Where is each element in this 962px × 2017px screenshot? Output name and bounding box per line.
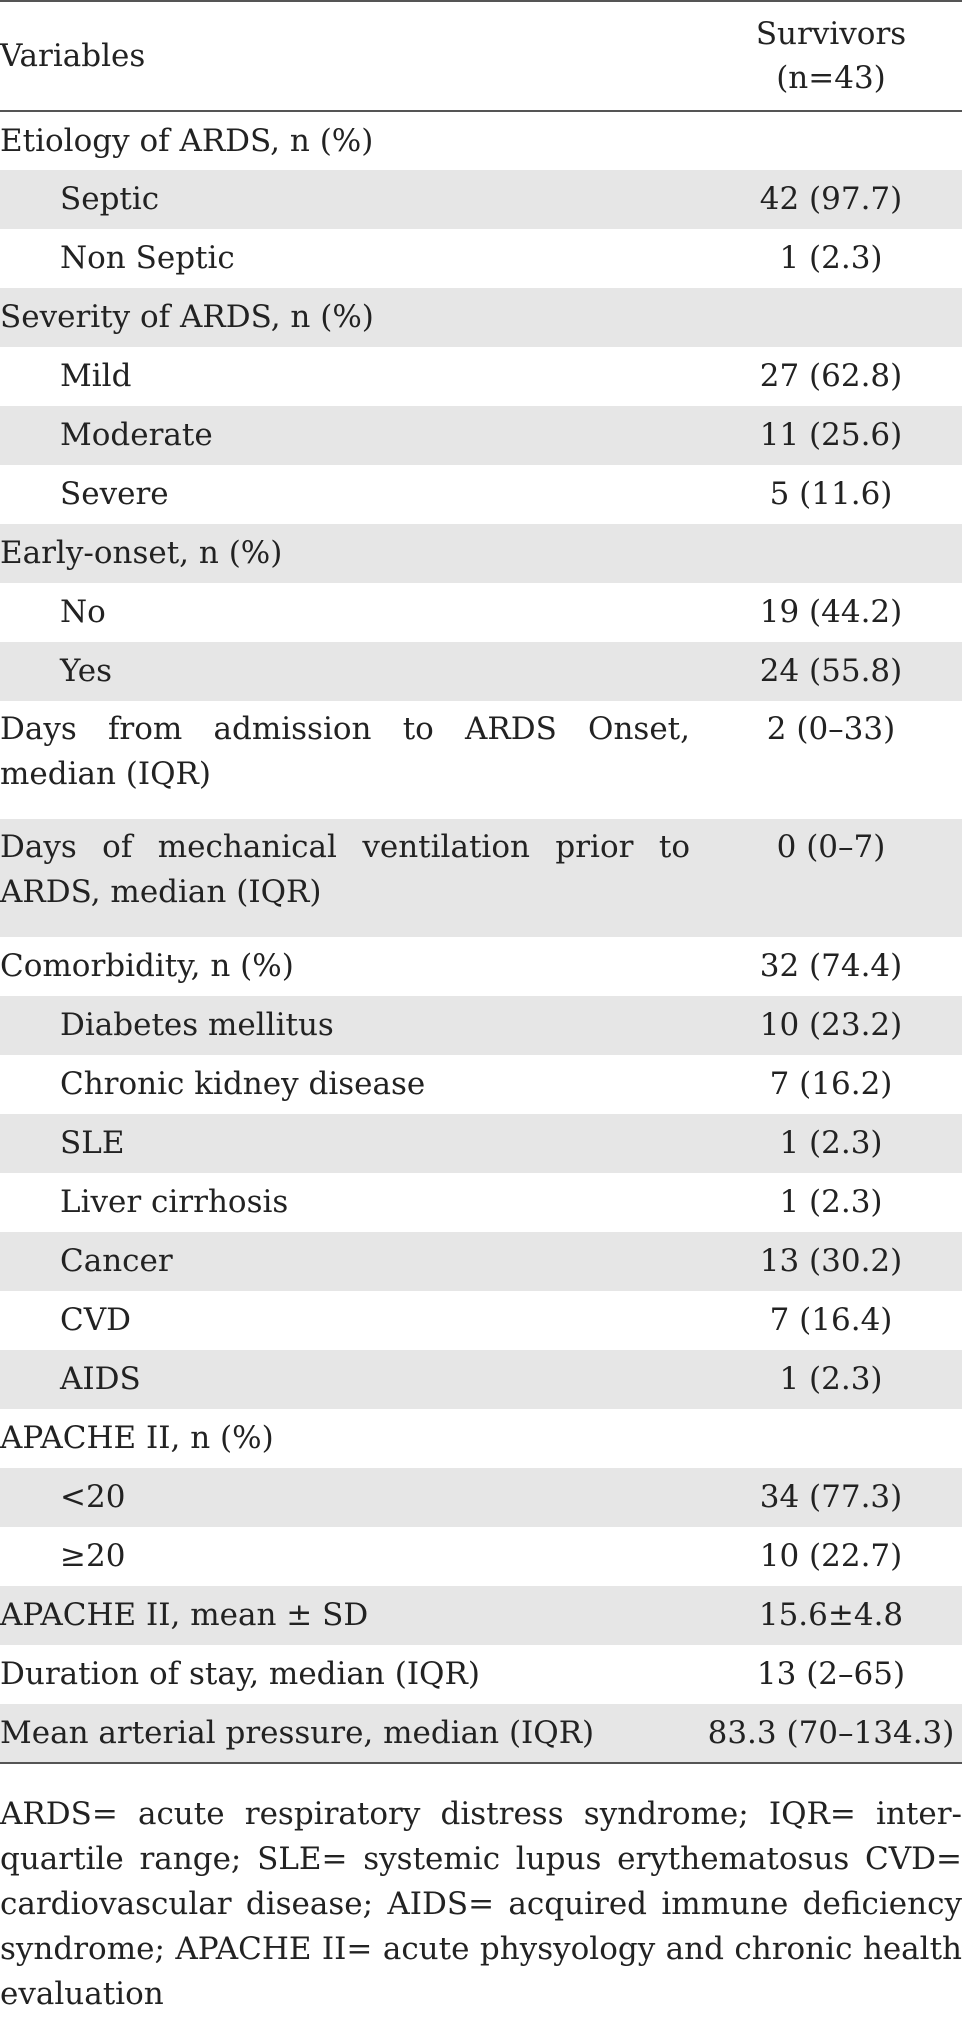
table-row: Mean arterial pressure, median (IQR) 83.… [0, 1704, 962, 1763]
row-value: 10 (23.2) [759, 1007, 903, 1043]
row-value: 34 (77.3) [759, 1479, 903, 1515]
row-value: 1 (2.3) [779, 240, 883, 276]
table-row: Early-onset, n (%) [0, 524, 962, 583]
row-label: Septic [60, 181, 160, 217]
row-value: 7 (16.4) [769, 1302, 893, 1338]
row-label: Chronic kidney disease [60, 1066, 426, 1102]
row-value: 10 (22.7) [759, 1538, 903, 1574]
table-row: CVD 7 (16.4) [0, 1291, 962, 1350]
row-label: AIDS [60, 1361, 141, 1397]
table-row: Etiology of ARDS, n (%) [0, 111, 962, 170]
row-value: 42 (97.7) [759, 181, 903, 217]
row-value: 1 (2.3) [779, 1125, 883, 1161]
table-row: Severe 5 (11.6) [0, 465, 962, 524]
row-label: APACHE II, mean ± SD [0, 1597, 369, 1633]
table-row: Chronic kidney disease 7 (16.2) [0, 1055, 962, 1114]
row-label: Non Septic [60, 240, 235, 276]
row-value: 32 (74.4) [759, 948, 903, 984]
table-row: ≥20 10 (22.7) [0, 1527, 962, 1586]
table-row: No 19 (44.2) [0, 583, 962, 642]
table-row: Severity of ARDS, n (%) [0, 288, 962, 347]
row-label: Mild [60, 358, 132, 394]
row-value: 15.6±4.8 [758, 1597, 904, 1633]
header-survivors: Survivors (n=43) [700, 1, 962, 111]
row-label: Days of mechanical ventilation prior to … [0, 829, 690, 910]
row-label: APACHE II, n (%) [0, 1420, 274, 1456]
row-label: Severity of ARDS, n (%) [0, 299, 374, 335]
row-value: 11 (25.6) [759, 417, 903, 453]
table-row: Yes 24 (55.8) [0, 642, 962, 701]
row-label: Mean arterial pressure, median (IQR) [0, 1714, 595, 1751]
row-label: Liver cirrhosis [60, 1184, 289, 1220]
row-value [700, 288, 962, 347]
row-value: 0 (0–7) [776, 829, 886, 865]
row-value: 1 (2.3) [779, 1361, 883, 1397]
row-label: Duration of stay, median (IQR) [0, 1656, 480, 1692]
row-value [700, 524, 962, 583]
survivors-table: Variables Survivors (n=43) Etiology of A… [0, 0, 962, 1763]
row-value: 1 (2.3) [779, 1184, 883, 1220]
data-table-container: Variables Survivors (n=43) Etiology of A… [0, 0, 962, 1763]
row-value: 83.3 (70–134.3) [707, 1714, 955, 1751]
table-row: APACHE II, mean ± SD 15.6±4.8 [0, 1586, 962, 1645]
table-row: Non Septic 1 (2.3) [0, 229, 962, 288]
row-label: Severe [60, 476, 169, 512]
table-row: Diabetes mellitus 10 (23.2) [0, 996, 962, 1055]
header-variables: Variables [0, 37, 146, 74]
table-row: Days of mechanical ventilation prior to … [0, 819, 962, 937]
row-value: 2 (0–33) [766, 711, 896, 747]
row-label: Etiology of ARDS, n (%) [0, 122, 374, 159]
table-row: Comorbidity, n (%) 32 (74.4) [0, 937, 962, 996]
row-label: Yes [60, 653, 113, 689]
table-footnote: ARDS= acute respiratory distress syndrom… [0, 1796, 962, 2012]
row-label: Cancer [60, 1243, 173, 1279]
table-row: SLE 1 (2.3) [0, 1114, 962, 1173]
row-value [700, 111, 962, 170]
row-value: 13 (30.2) [759, 1243, 903, 1279]
row-value: 7 (16.2) [769, 1066, 893, 1102]
table-row: Duration of stay, median (IQR) 13 (2–65) [0, 1645, 962, 1704]
table-row: Septic 42 (97.7) [0, 170, 962, 229]
table-row: APACHE II, n (%) [0, 1409, 962, 1468]
row-label: Days from admission to ARDS Onset, media… [0, 711, 690, 792]
table-header-row: Variables Survivors (n=43) [0, 1, 962, 111]
row-label: CVD [60, 1302, 131, 1338]
row-label: SLE [60, 1125, 125, 1161]
table-row: Mild 27 (62.8) [0, 347, 962, 406]
row-value [700, 1409, 962, 1468]
header-survivors-line2: (n=43) [776, 60, 886, 96]
table-row: Liver cirrhosis 1 (2.3) [0, 1173, 962, 1232]
row-label: <20 [60, 1479, 126, 1515]
row-label: ≥20 [60, 1538, 126, 1574]
row-label: Early-onset, n (%) [0, 535, 283, 571]
table-row: Cancer 13 (30.2) [0, 1232, 962, 1291]
row-label: Comorbidity, n (%) [0, 948, 294, 984]
table-row: <20 34 (77.3) [0, 1468, 962, 1527]
table-row: Days from admission to ARDS Onset, media… [0, 701, 962, 819]
row-value: 24 (55.8) [759, 653, 903, 689]
row-label: Moderate [60, 417, 213, 453]
table-row: AIDS 1 (2.3) [0, 1350, 962, 1409]
row-value: 13 (2–65) [756, 1656, 906, 1692]
row-value: 19 (44.2) [759, 594, 903, 630]
row-label: Diabetes mellitus [60, 1007, 334, 1043]
row-label: No [60, 594, 106, 630]
row-value: 5 (11.6) [769, 476, 893, 512]
table-row: Moderate 11 (25.6) [0, 406, 962, 465]
header-survivors-line1: Survivors [755, 16, 907, 52]
row-value: 27 (62.8) [759, 358, 903, 394]
